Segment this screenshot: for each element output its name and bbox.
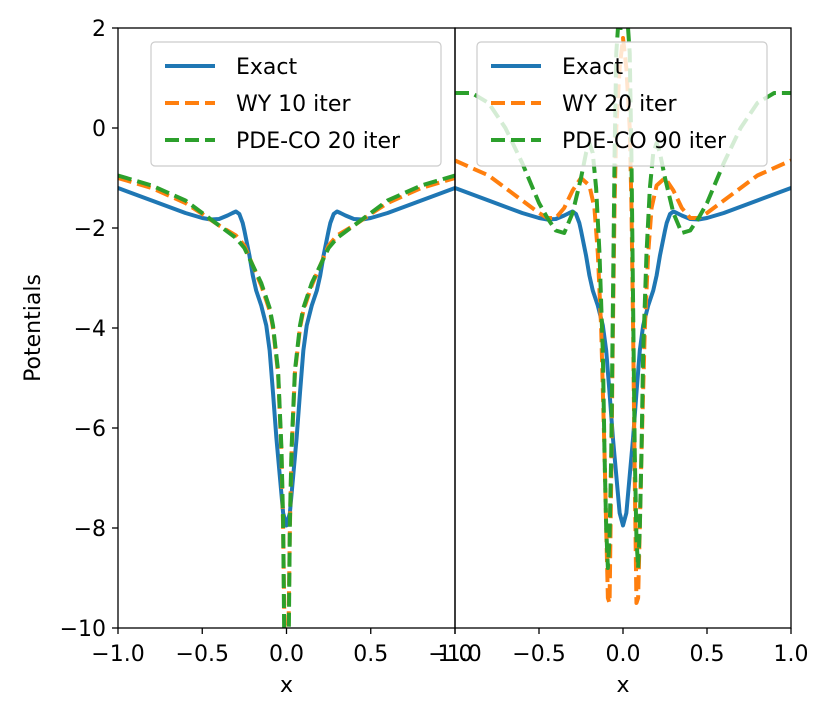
left-x-axis-title: x [280,673,293,698]
left-legend: Exact WY 10 iter PDE-CO 20 iter [150,41,442,167]
x-tick-label: 1.0 [774,642,809,667]
panel-0-series-1-line [118,176,455,628]
panel-0-series-0-line [118,186,455,528]
legend-box [150,41,442,167]
left-x-ticks: −1.0 −0.5 0.0 0.5 1.0 [91,628,473,667]
legend-label: WY 10 iter [236,92,351,117]
y-tick-label: 2 [92,17,106,42]
x-tick-label: 0.0 [606,642,641,667]
panel-0-series-2-line [118,173,455,628]
y-ticks: 2 0 −2 −4 −6 −8 −10 [60,17,118,642]
legend-label: Exact [562,55,623,80]
right-x-axis-title: x [616,673,629,698]
x-tick-label: 0.0 [269,642,304,667]
y-tick-label: −2 [74,217,106,242]
right-x-ticks: −1.0 −0.5 0.0 0.5 1.0 [428,628,809,667]
y-tick-label: −8 [74,517,106,542]
y-tick-label: −4 [74,317,106,342]
y-axis-title: Potentials [21,274,46,382]
x-tick-label: −0.5 [512,642,565,667]
left-plot-lines [118,173,455,628]
x-tick-label: −1.0 [91,642,144,667]
right-plot-lines [455,28,791,605]
legend-label: WY 20 iter [562,92,677,117]
left-panel: −1.0 −0.5 0.0 0.5 1.0 2 0 −2 −4 −6 −8 −10 x Exact W… [60,17,473,698]
panel-1-series-1-line [455,36,791,605]
x-tick-label: −0.5 [176,642,229,667]
right-legend: Exact WY 20 iter PDE-CO 90 iter [476,41,768,167]
x-tick-label: −1.0 [428,642,481,667]
x-tick-label: 0.5 [353,642,388,667]
right-panel: −1.0 −0.5 0.0 0.5 1.0 x Exact WY 20 iter PDE-C… [428,27,809,698]
legend-label: Exact [236,55,297,80]
legend-label: PDE-CO 20 iter [236,129,401,154]
legend-box [476,41,768,167]
panel-1-series-2-line [455,28,791,570]
x-tick-label: 1.0 [438,642,473,667]
y-tick-label: −10 [60,617,106,642]
panel-1-series-0-line [455,186,791,528]
x-tick-label: 0.5 [690,642,725,667]
legend-label: PDE-CO 90 iter [562,129,727,154]
y-tick-label: −6 [74,417,106,442]
y-tick-label: 0 [92,117,106,142]
